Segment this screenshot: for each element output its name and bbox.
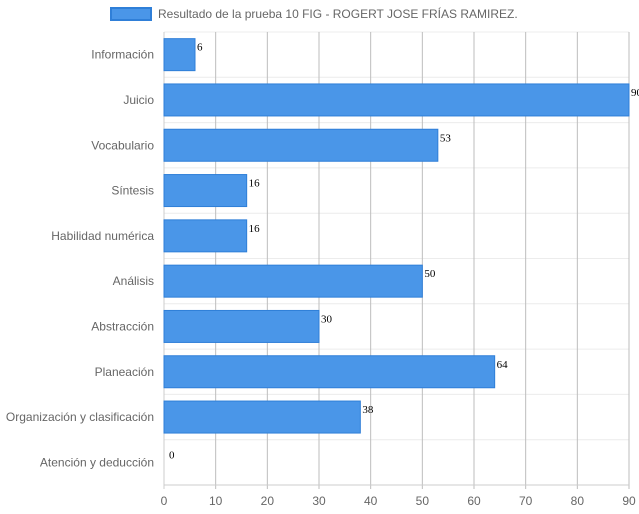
bar	[163, 83, 630, 117]
category-label: Organización y clasificación	[6, 410, 154, 424]
category-label: Atención y deducción	[40, 455, 154, 469]
x-tick-label: 70	[519, 494, 533, 508]
category-label: Juicio	[123, 93, 154, 107]
category-label: Planeación	[95, 365, 154, 379]
category-label: Información	[91, 48, 154, 62]
data-label: 16	[249, 223, 261, 235]
bar	[163, 400, 361, 434]
bars	[163, 38, 630, 434]
x-tick-label: 0	[161, 494, 168, 508]
data-label: 0	[169, 449, 175, 461]
data-label: 50	[424, 268, 436, 280]
category-label: Análisis	[113, 274, 154, 288]
data-label: 53	[440, 132, 452, 144]
legend[interactable]: Resultado de la prueba 10 FIG - ROGERT J…	[110, 6, 518, 21]
category-label: Habilidad numérica	[51, 229, 154, 243]
x-axis-ticks: 0 10 20 30 40 50 60 70 80 90	[161, 494, 636, 508]
data-label: 64	[497, 359, 509, 371]
category-label: Abstracción	[91, 319, 154, 333]
x-tick-label: 40	[364, 494, 378, 508]
data-labels: 6 90 53 16 16 50 30 64 38 0	[169, 42, 639, 462]
data-label: 30	[321, 313, 333, 325]
x-tick-label: 60	[467, 494, 481, 508]
data-label: 6	[197, 42, 203, 54]
data-label: 90	[631, 87, 639, 99]
legend-swatch	[110, 7, 152, 21]
bar	[163, 38, 196, 72]
data-label: 38	[362, 404, 374, 416]
category-label: Vocabulario	[91, 138, 154, 152]
bar	[163, 128, 439, 162]
bar	[163, 264, 423, 298]
x-tick-label: 30	[312, 494, 326, 508]
bar	[163, 355, 496, 389]
x-tick-label: 20	[261, 494, 275, 508]
category-labels: Información Juicio Vocabulario Síntesis Habi…	[6, 48, 154, 470]
x-tick-label: 90	[622, 494, 636, 508]
category-label: Síntesis	[111, 184, 154, 198]
x-tick-label: 80	[571, 494, 585, 508]
x-tick-label: 50	[416, 494, 430, 508]
bar	[163, 174, 248, 208]
legend-label: Resultado de la prueba 10 FIG - ROGERT J…	[158, 6, 518, 21]
data-label: 16	[249, 178, 261, 190]
x-tick-label: 10	[209, 494, 223, 508]
bar	[163, 309, 320, 343]
bar	[163, 219, 248, 253]
